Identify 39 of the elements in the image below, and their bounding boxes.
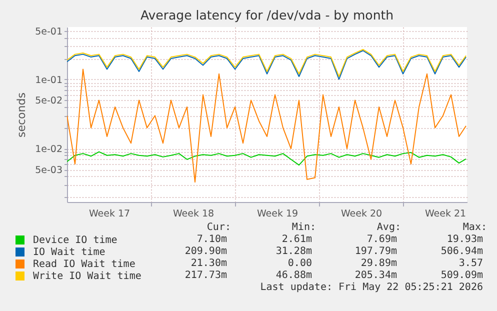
text: 2.61m — [282, 234, 312, 245]
text: 0.00 — [288, 258, 312, 269]
x-tick-label: Week 21 — [424, 208, 466, 220]
line-series — [67, 68, 466, 183]
x-tick-label: Week 18 — [172, 208, 214, 220]
legend-label: Read IO Wait time — [33, 259, 136, 270]
y-tick-label: 1e-02 — [35, 144, 62, 156]
legend-label: IO Wait time — [33, 247, 106, 258]
legend-label: Device IO time — [33, 235, 118, 246]
chart-title: Average latency for /dev/vda - by month — [140, 7, 394, 22]
y-axis-title: seconds — [15, 92, 28, 138]
text: Min: — [292, 222, 316, 233]
text: Max: — [462, 222, 487, 233]
text: 31.28m — [276, 246, 312, 257]
text: 509.09m — [440, 270, 483, 281]
text: 7.69m — [366, 234, 397, 245]
text: 209.90m — [184, 246, 227, 257]
text: 205.34m — [354, 270, 397, 281]
text: Cur: — [206, 222, 231, 233]
text: 197.79m — [354, 246, 397, 257]
y-tick-label: 1e-01 — [35, 74, 62, 86]
text: 46.88m — [276, 270, 312, 281]
x-tick-label: Week 19 — [256, 208, 298, 220]
text: Last update: Fri May 22 05:25:21 2026 — [260, 282, 483, 293]
text: 217.73m — [184, 270, 227, 281]
y-tick-label: 5e-02 — [35, 96, 62, 107]
text: 19.93m — [446, 234, 483, 245]
line-series — [67, 151, 466, 166]
x-tick-label: Week 20 — [340, 208, 382, 220]
text: 3.57 — [458, 258, 483, 269]
text: 506.94m — [440, 246, 483, 257]
legend-label: Write IO Wait time — [33, 271, 142, 282]
y-tick-label: 5e-03 — [35, 165, 62, 176]
x-tick-label: Week 17 — [88, 208, 130, 220]
text: Avg: — [376, 222, 401, 233]
text: 7.10m — [196, 234, 227, 245]
text: 29.89m — [360, 258, 397, 269]
y-tick-label: 5e-01 — [35, 26, 62, 38]
text: 21.30m — [190, 258, 227, 269]
